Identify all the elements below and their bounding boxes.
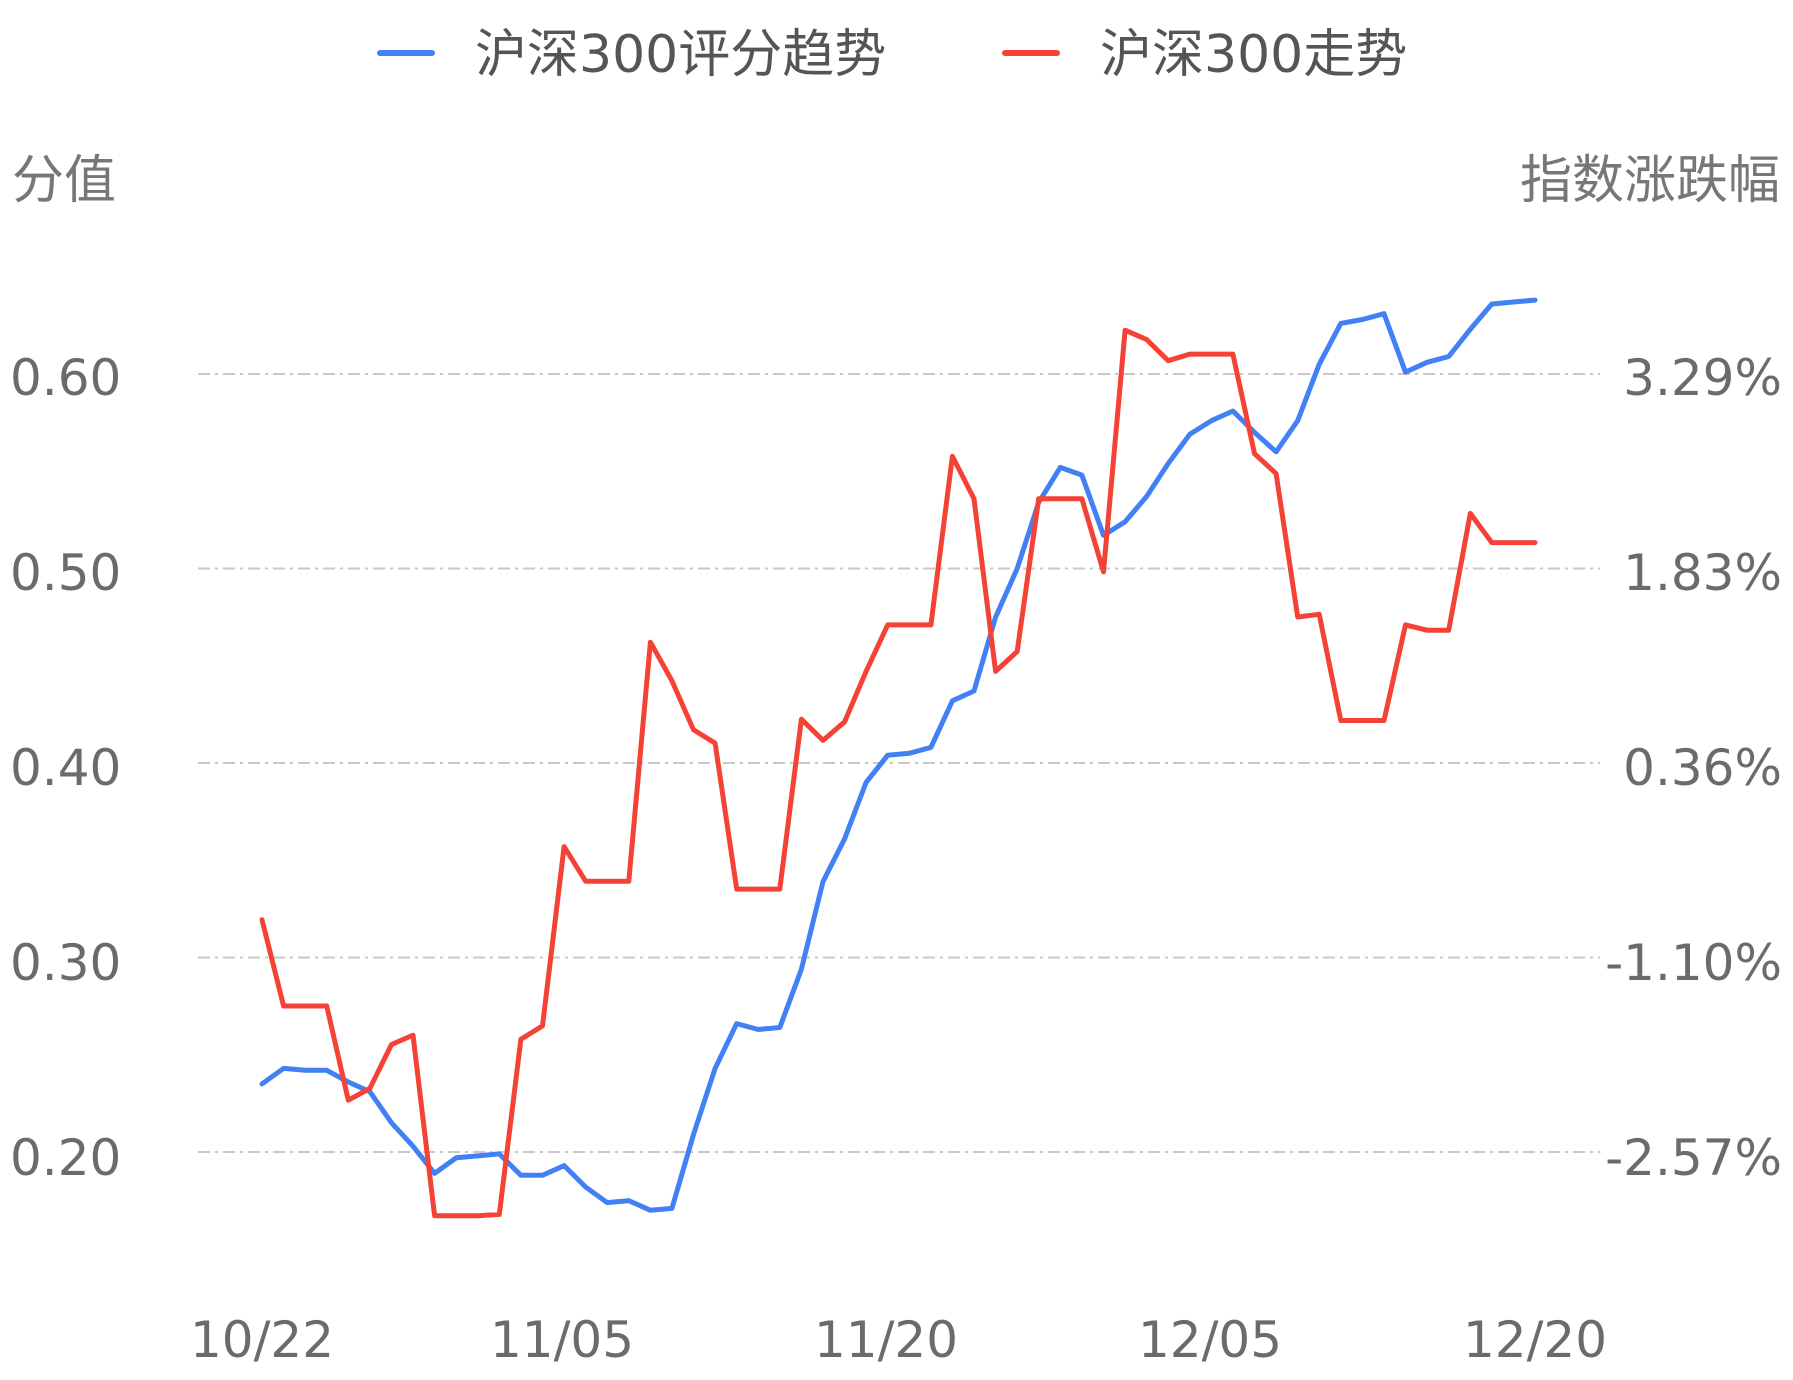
series-line-score-trend[interactable] — [259, 297, 1538, 1213]
x-tick-label: 10/22 — [190, 1311, 334, 1369]
left-tick-label: 0.50 — [10, 544, 121, 602]
x-tick-label: 12/05 — [1138, 1311, 1282, 1369]
legend-item-index-trend[interactable]: 沪深300走势 — [1002, 25, 1407, 85]
left-tick-label: 0.60 — [10, 349, 121, 407]
legend: 沪深300评分趋势 沪深300走势 — [377, 25, 1407, 85]
legend-label-index-trend: 沪深300走势 — [1100, 25, 1407, 85]
x-tick-label: 12/20 — [1463, 1311, 1607, 1369]
x-axis: 10/22 11/05 11/20 12/05 12/20 — [190, 1311, 1607, 1369]
gridlines — [198, 373, 1600, 1153]
right-tick-label: 1.83% — [1623, 544, 1782, 602]
series-line-index-trend[interactable] — [259, 327, 1538, 1219]
right-tick-label: -2.57% — [1605, 1129, 1782, 1187]
left-tick-label: 0.30 — [10, 934, 121, 992]
legend-label-score-trend: 沪深300评分趋势 — [475, 25, 886, 85]
right-axis: 3.29% 1.83% 0.36% -1.10% -2.57% — [1605, 349, 1782, 1187]
x-tick-label: 11/05 — [490, 1311, 634, 1369]
left-tick-label: 0.40 — [10, 739, 121, 797]
left-axis: 0.60 0.50 0.40 0.30 0.20 — [10, 349, 121, 1187]
left-axis-title: 分值 — [12, 151, 116, 211]
series-group — [259, 297, 1538, 1219]
x-tick-label: 11/20 — [814, 1311, 958, 1369]
right-axis-title: 指数涨跌幅 — [1520, 151, 1780, 211]
right-tick-label: 3.29% — [1623, 349, 1782, 407]
right-tick-label: 0.36% — [1623, 739, 1782, 797]
left-tick-label: 0.20 — [10, 1129, 121, 1187]
right-tick-label: -1.10% — [1605, 934, 1782, 992]
legend-item-score-trend[interactable]: 沪深300评分趋势 — [377, 25, 886, 85]
